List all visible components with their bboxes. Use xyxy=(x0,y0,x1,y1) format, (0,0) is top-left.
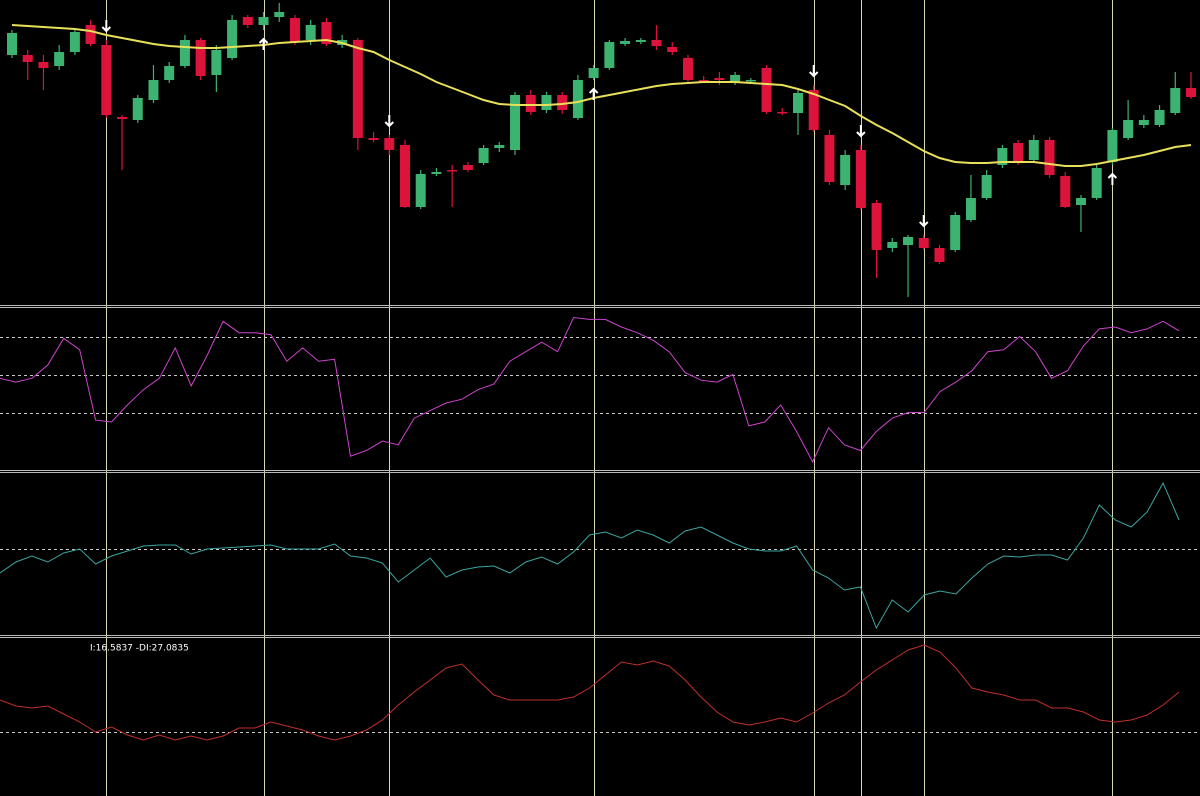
marks-layer xyxy=(0,3,1196,741)
signal-arrow-up xyxy=(588,87,599,100)
candle-body xyxy=(667,47,678,52)
candle-body xyxy=(179,40,190,66)
signal-arrow-down xyxy=(809,65,819,78)
moving-average-line xyxy=(11,24,1192,167)
signal-arrow-down xyxy=(384,115,394,128)
candle-body xyxy=(1170,88,1181,113)
signal-arrow-down xyxy=(856,125,866,138)
candle-body xyxy=(1138,120,1149,125)
indicator-line xyxy=(0,316,1180,464)
candle-body xyxy=(541,95,552,110)
indicator-line xyxy=(0,644,1180,741)
candle-body xyxy=(85,25,96,44)
candle-body xyxy=(7,33,17,55)
candle-body xyxy=(289,18,300,42)
candle-body xyxy=(1060,176,1071,207)
candle-body xyxy=(525,95,536,112)
candle-body xyxy=(321,22,332,44)
candle-body xyxy=(415,174,426,207)
candle-body xyxy=(824,135,835,182)
candle-body xyxy=(855,150,866,208)
candle-body xyxy=(117,117,128,119)
candle-body xyxy=(903,237,914,245)
candle-body xyxy=(1075,198,1086,205)
candle-body xyxy=(871,203,882,250)
candle-body xyxy=(1028,140,1039,160)
candle-body xyxy=(352,40,363,138)
indicator-line xyxy=(0,481,1180,630)
candle-body xyxy=(1107,130,1118,162)
candle-body xyxy=(682,58,693,80)
candle-body xyxy=(572,80,583,118)
candle-body xyxy=(478,148,489,163)
signal-arrow-up xyxy=(1107,172,1118,185)
candle-body xyxy=(1013,143,1024,163)
candle-body xyxy=(384,138,395,150)
candle-body xyxy=(730,75,741,82)
candle-body xyxy=(258,17,269,25)
candle-body xyxy=(38,62,49,68)
candle-body xyxy=(242,17,253,25)
candle-body xyxy=(997,148,1008,165)
candle-body xyxy=(1123,120,1134,138)
candle-body xyxy=(22,55,33,62)
candle-body xyxy=(510,95,521,150)
candle-body xyxy=(400,145,410,207)
candle-body xyxy=(1044,140,1055,175)
candle-body xyxy=(950,215,961,250)
candle-body xyxy=(714,78,725,80)
candle-body xyxy=(69,32,80,52)
candle-body xyxy=(808,90,819,130)
signal-arrow-down xyxy=(919,215,929,228)
candle-body xyxy=(777,112,788,114)
candle-body xyxy=(588,68,599,78)
candle-body xyxy=(211,50,222,75)
candle-body xyxy=(620,41,631,44)
signal-arrow-down xyxy=(101,20,112,33)
candle-body xyxy=(604,42,615,68)
candle-body xyxy=(494,145,505,148)
candle-body xyxy=(195,40,206,76)
candle-body xyxy=(274,12,285,17)
candle-body xyxy=(793,93,803,113)
candle-body xyxy=(101,45,112,115)
candle-body xyxy=(132,98,143,120)
candle-body xyxy=(698,80,709,82)
candle-body xyxy=(635,40,646,42)
candle-body xyxy=(934,248,945,262)
candle-body xyxy=(368,138,379,140)
candle-body xyxy=(981,175,992,198)
candle-body xyxy=(745,80,756,82)
candle-body xyxy=(1091,168,1102,198)
candle-body xyxy=(557,95,568,110)
candle-body xyxy=(761,68,772,112)
candle-body xyxy=(1154,110,1165,125)
indicator-legend: I:16.5837 -DI:27.0835 xyxy=(90,644,189,654)
candle-body xyxy=(305,25,316,40)
candle-body xyxy=(1186,88,1196,97)
candle-body xyxy=(431,172,442,174)
candle-body xyxy=(965,198,976,220)
signal-arrow-up xyxy=(258,37,269,50)
candle-body xyxy=(918,238,929,248)
candle-body xyxy=(840,155,851,185)
candle-body xyxy=(164,66,175,80)
candle-body xyxy=(54,52,65,66)
candle-body xyxy=(148,80,159,100)
candle-body xyxy=(651,40,662,46)
candle-body xyxy=(462,165,473,170)
candle-body xyxy=(227,20,238,58)
candle-body xyxy=(887,242,898,248)
candle-body xyxy=(447,170,458,172)
